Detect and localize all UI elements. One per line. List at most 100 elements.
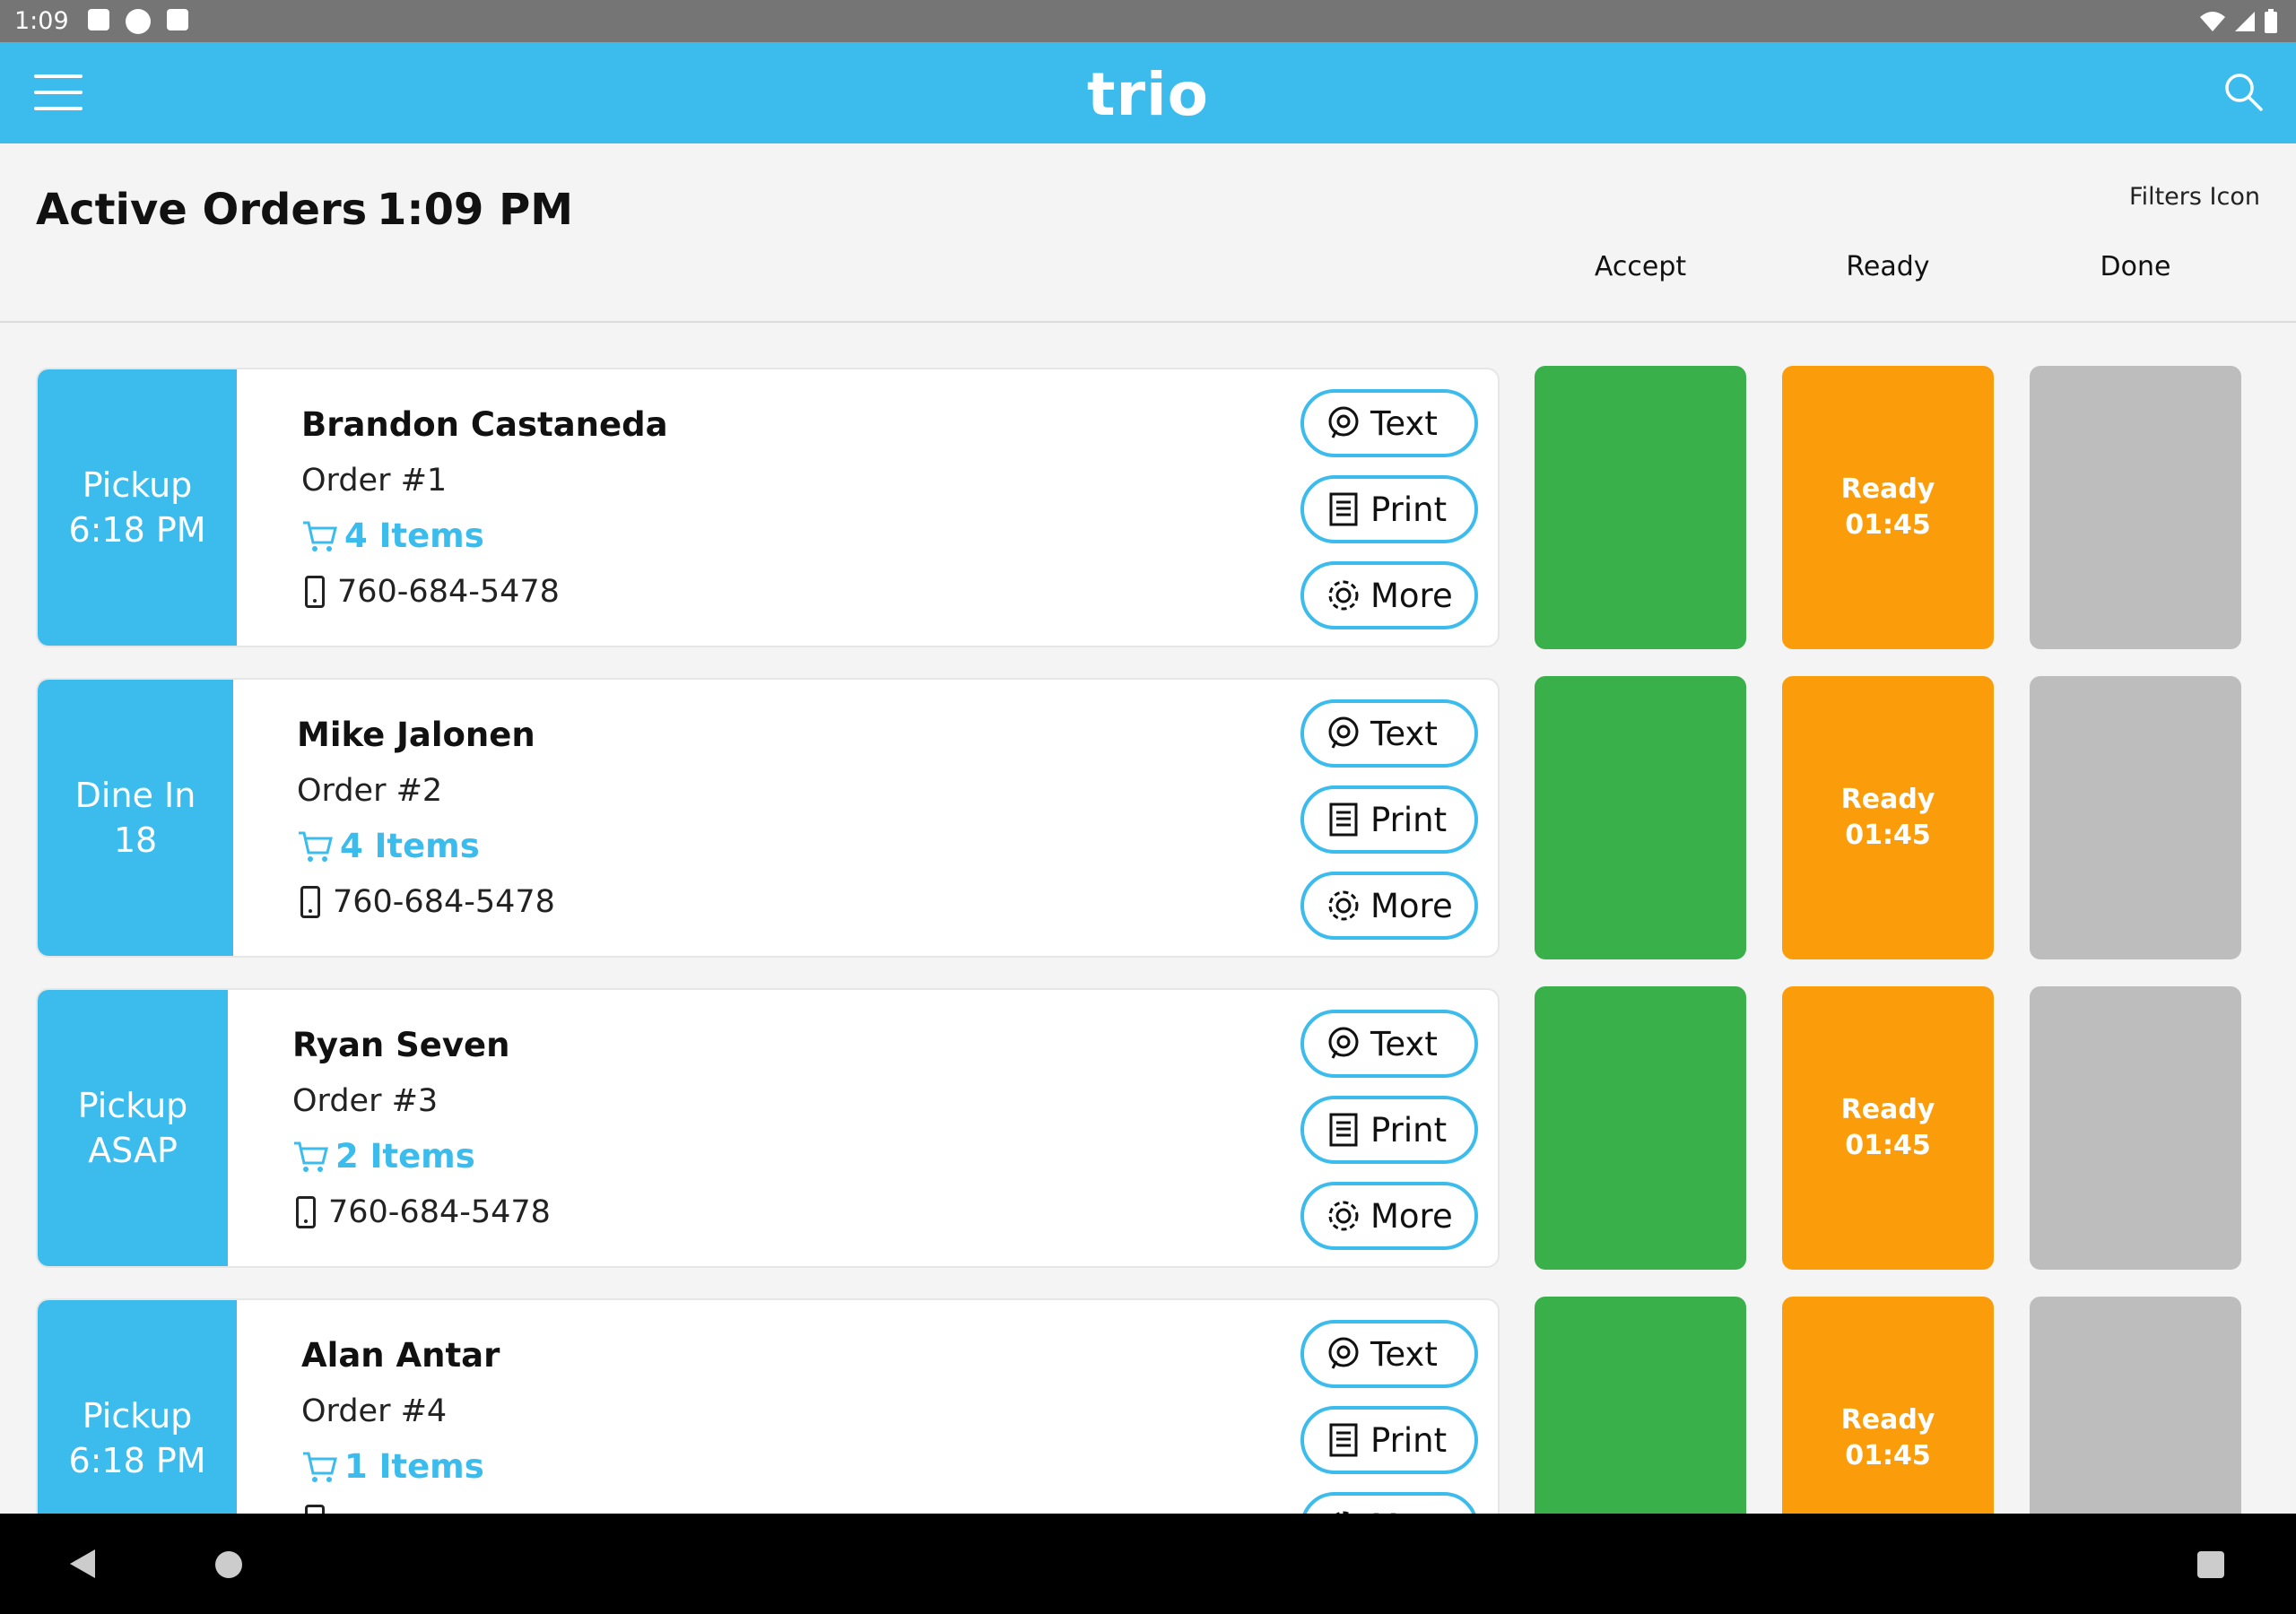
accept-tile[interactable] [1535,986,1746,1270]
gear-icon [1328,890,1359,921]
print-button[interactable]: Print [1300,1096,1478,1164]
customer-phone: 760-684-5478 [300,884,555,920]
print-button[interactable]: Print [1300,475,1478,543]
chat-icon [1328,716,1359,749]
order-items-link[interactable]: 4 Items [301,516,484,555]
print-button[interactable]: Print [1300,1406,1478,1474]
order-when: 6:18 PM [68,510,206,550]
menu-icon[interactable] [34,74,83,110]
notification-app-icon [126,9,151,34]
order-type-badge: Pickup 6:18 PM [38,369,237,646]
recent-apps-icon[interactable] [2197,1551,2224,1578]
more-button[interactable]: More [1300,1182,1478,1250]
print-button-label: Print [1370,800,1448,839]
items-count: 4 Items [344,516,484,555]
search-icon[interactable] [2222,71,2264,112]
ready-timer: 01:45 [1845,820,1931,851]
text-button[interactable]: Text [1300,699,1478,768]
text-button[interactable]: Text [1300,1010,1478,1078]
ready-tile[interactable]: Ready 01:45 [1782,676,1994,959]
order-type: Dine In [74,776,196,815]
sd-card-icon [167,9,188,30]
order-when: 18 [113,820,158,860]
done-tile[interactable] [2030,676,2241,959]
text-button-label: Text [1370,1334,1438,1374]
text-button-label: Text [1370,714,1438,753]
chat-icon [1328,1337,1359,1369]
order-when: ASAP [88,1131,178,1170]
column-accept: Accept [1594,251,1687,282]
status-bar: 1:09 [0,0,2296,42]
order-type-badge: Pickup ASAP [38,990,228,1266]
print-button[interactable]: Print [1300,785,1478,854]
print-button-label: Print [1370,1110,1448,1150]
text-button-label: Text [1370,1024,1438,1063]
home-icon[interactable] [215,1551,242,1578]
order-type: Pickup [82,1396,193,1436]
order-type: Pickup [77,1086,188,1125]
items-count: 1 Items [344,1447,484,1486]
order-number: Order #4 [301,1393,448,1429]
ready-timer: 01:45 [1845,1440,1931,1471]
trio-logo: trio [1086,60,1210,129]
order-type-badge: Dine In 18 [38,680,233,956]
print-button-label: Print [1370,1420,1448,1460]
more-button[interactable]: More [1300,872,1478,940]
page-title: Active Orders [36,185,368,235]
order-number: Order #1 [301,463,448,499]
cart-icon [303,521,337,551]
column-ready: Ready [1846,251,1930,282]
signal-icon [2235,12,2255,31]
ready-tile[interactable]: Ready 01:45 [1782,986,1994,1270]
phone-icon [305,576,325,608]
items-count: 4 Items [340,827,480,865]
more-button-label: More [1370,576,1453,615]
app-bar: trio [0,42,2296,143]
ready-tile[interactable]: Ready 01:45 [1782,366,1994,649]
phone-number: 760-684-5478 [333,884,555,920]
wifi-icon [2200,12,2225,31]
gear-icon [1328,1201,1359,1231]
items-count: 2 Items [335,1137,475,1176]
cart-icon [299,831,333,862]
ready-label: Ready [1840,784,1935,815]
more-button-label: More [1370,886,1453,925]
more-button-label: More [1370,1196,1453,1236]
order-when: 6:18 PM [68,1441,206,1480]
order-items-link[interactable]: 1 Items [301,1447,484,1486]
phone-number: 760-684-5478 [328,1194,551,1230]
text-button[interactable]: Text [1300,389,1478,457]
ready-timer: 01:45 [1845,1130,1931,1161]
customer-name: Brandon Castaneda [301,405,668,444]
more-button[interactable]: More [1300,561,1478,629]
order-items-link[interactable]: 2 Items [292,1137,475,1176]
ready-label: Ready [1840,473,1935,505]
customer-name: Mike Jalonen [297,716,535,754]
order-card[interactable]: Pickup 6:18 PM Brandon Castaneda Order #1 4 … [36,368,1500,647]
accept-tile[interactable] [1535,676,1746,959]
print-button-label: Print [1370,490,1448,529]
back-icon[interactable] [70,1549,95,1578]
order-number: Order #3 [292,1083,439,1119]
order-card[interactable]: Pickup ASAP Ryan Seven Order #3 2 Items 760-6… [36,988,1500,1268]
order-items-link[interactable]: 4 Items [297,827,480,865]
order-number: Order #2 [297,773,443,809]
battery-icon [2265,9,2277,33]
text-button[interactable]: Text [1300,1320,1478,1388]
text-button-label: Text [1370,404,1438,443]
customer-phone: 760-684-5478 [305,574,560,610]
done-tile[interactable] [2030,366,2241,649]
receipt-icon [1329,803,1358,837]
gear-icon [1328,580,1359,611]
done-tile[interactable] [2030,986,2241,1270]
filters-button[interactable]: Filters Icon [2129,183,2260,211]
chat-icon [1328,406,1359,438]
notification-a-icon [88,9,109,30]
chat-icon [1328,1027,1359,1059]
accept-tile[interactable] [1535,366,1746,649]
customer-name: Alan Antar [301,1336,500,1375]
receipt-icon [1329,1423,1358,1457]
status-time: 1:09 [14,7,69,35]
column-done: Done [2100,251,2171,282]
order-card[interactable]: Dine In 18 Mike Jalonen Order #2 4 Items 760-… [36,678,1500,958]
